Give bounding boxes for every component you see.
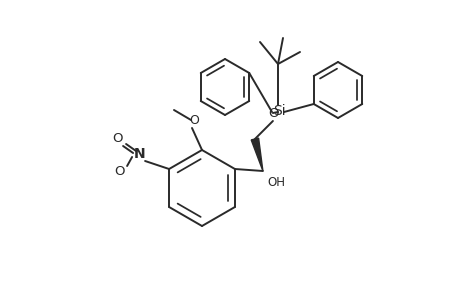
Text: N: N (133, 147, 145, 161)
Text: O: O (112, 131, 122, 145)
Text: O: O (268, 107, 279, 120)
Text: O: O (113, 164, 124, 178)
Text: OH: OH (266, 176, 284, 189)
Text: O: O (189, 114, 198, 127)
Polygon shape (251, 138, 263, 171)
Text: Si: Si (272, 104, 285, 118)
